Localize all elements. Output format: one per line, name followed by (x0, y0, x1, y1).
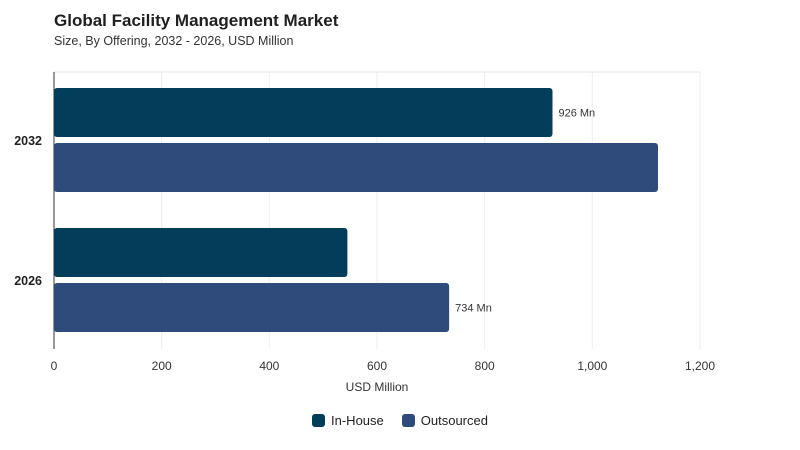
x-tick-label: 400 (259, 359, 279, 373)
legend-label-in-house: In-House (331, 413, 384, 428)
legend-item-in-house[interactable]: In-House (312, 413, 384, 428)
data-label: 734 Mn (455, 303, 492, 315)
y-tick-label: 2032 (14, 134, 42, 148)
data-label: 926 Mn (558, 108, 595, 120)
legend-label-outsourced: Outsourced (420, 413, 488, 428)
bar-in-house-2026 (54, 228, 348, 277)
legend-swatch-outsourced (401, 414, 415, 427)
chart-title: Global Facility Management Market (54, 11, 339, 30)
x-tick-label: 600 (367, 359, 387, 373)
x-tick-label: 800 (475, 359, 495, 373)
x-axis-label: USD Million (346, 380, 409, 394)
x-tick-label: 200 (152, 359, 172, 373)
chart-subtitle: Size, By Offering, 2032 - 2026, USD Mill… (54, 34, 294, 48)
bar-outsourced-2032 (54, 143, 659, 192)
x-tick-label: 1,000 (577, 359, 607, 373)
legend: In-House Outsourced (0, 413, 800, 428)
bar-outsourced-2026 (54, 283, 450, 332)
x-tick-label: 1,200 (685, 359, 715, 373)
x-tick-label: 0 (51, 359, 58, 373)
legend-item-outsourced[interactable]: Outsourced (401, 413, 488, 428)
y-tick-label: 2026 (14, 274, 42, 288)
legend-swatch-in-house (312, 414, 326, 427)
bar-in-house-2032 (54, 88, 553, 137)
